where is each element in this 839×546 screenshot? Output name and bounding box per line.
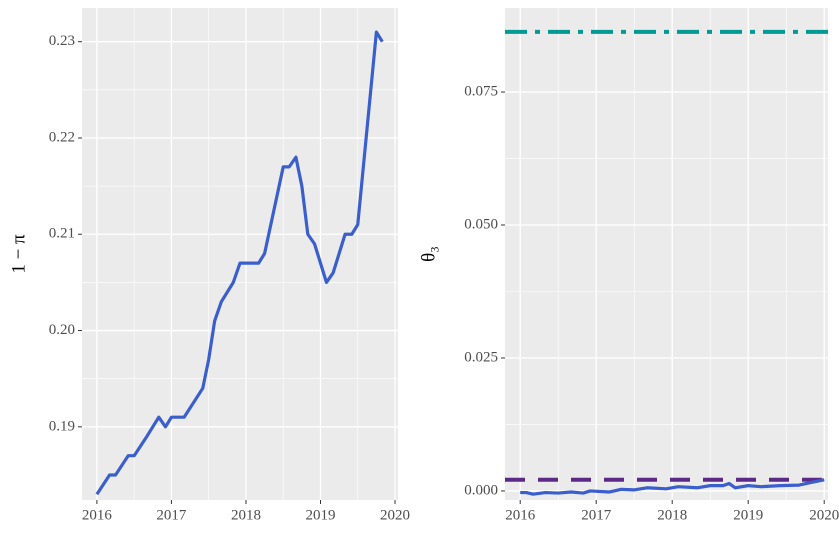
y-tick-label: 0.22 <box>49 129 75 145</box>
x-tick-label: 2020 <box>380 507 410 523</box>
y-axis-label: θ₃ <box>418 246 439 262</box>
x-tick-label: 2016 <box>82 507 113 523</box>
y-tick-label: 0.20 <box>49 322 75 338</box>
y-tick-label: 0.21 <box>49 226 75 242</box>
y-tick-label: 0.075 <box>464 83 498 99</box>
x-tick-label: 2018 <box>657 507 687 523</box>
y-tick-label: 0.050 <box>464 216 498 232</box>
x-tick-label: 2017 <box>581 507 612 523</box>
x-tick-label: 2019 <box>305 507 335 523</box>
data-line <box>520 478 825 496</box>
x-tick-label: 2020 <box>809 507 839 523</box>
data-line <box>95 30 384 496</box>
y-tick-label: 0.19 <box>49 418 75 434</box>
y-tick-label: 0.23 <box>49 33 75 49</box>
x-tick-label: 2016 <box>505 507 536 523</box>
y-axis-label: 1 − π <box>8 234 29 274</box>
x-tick-label: 2018 <box>231 507 261 523</box>
x-tick-label: 2019 <box>733 507 763 523</box>
y-tick-label: 0.025 <box>464 349 498 365</box>
y-tick-label: 0.000 <box>464 482 498 498</box>
x-tick-label: 2017 <box>156 507 187 523</box>
panel-background <box>505 8 828 500</box>
